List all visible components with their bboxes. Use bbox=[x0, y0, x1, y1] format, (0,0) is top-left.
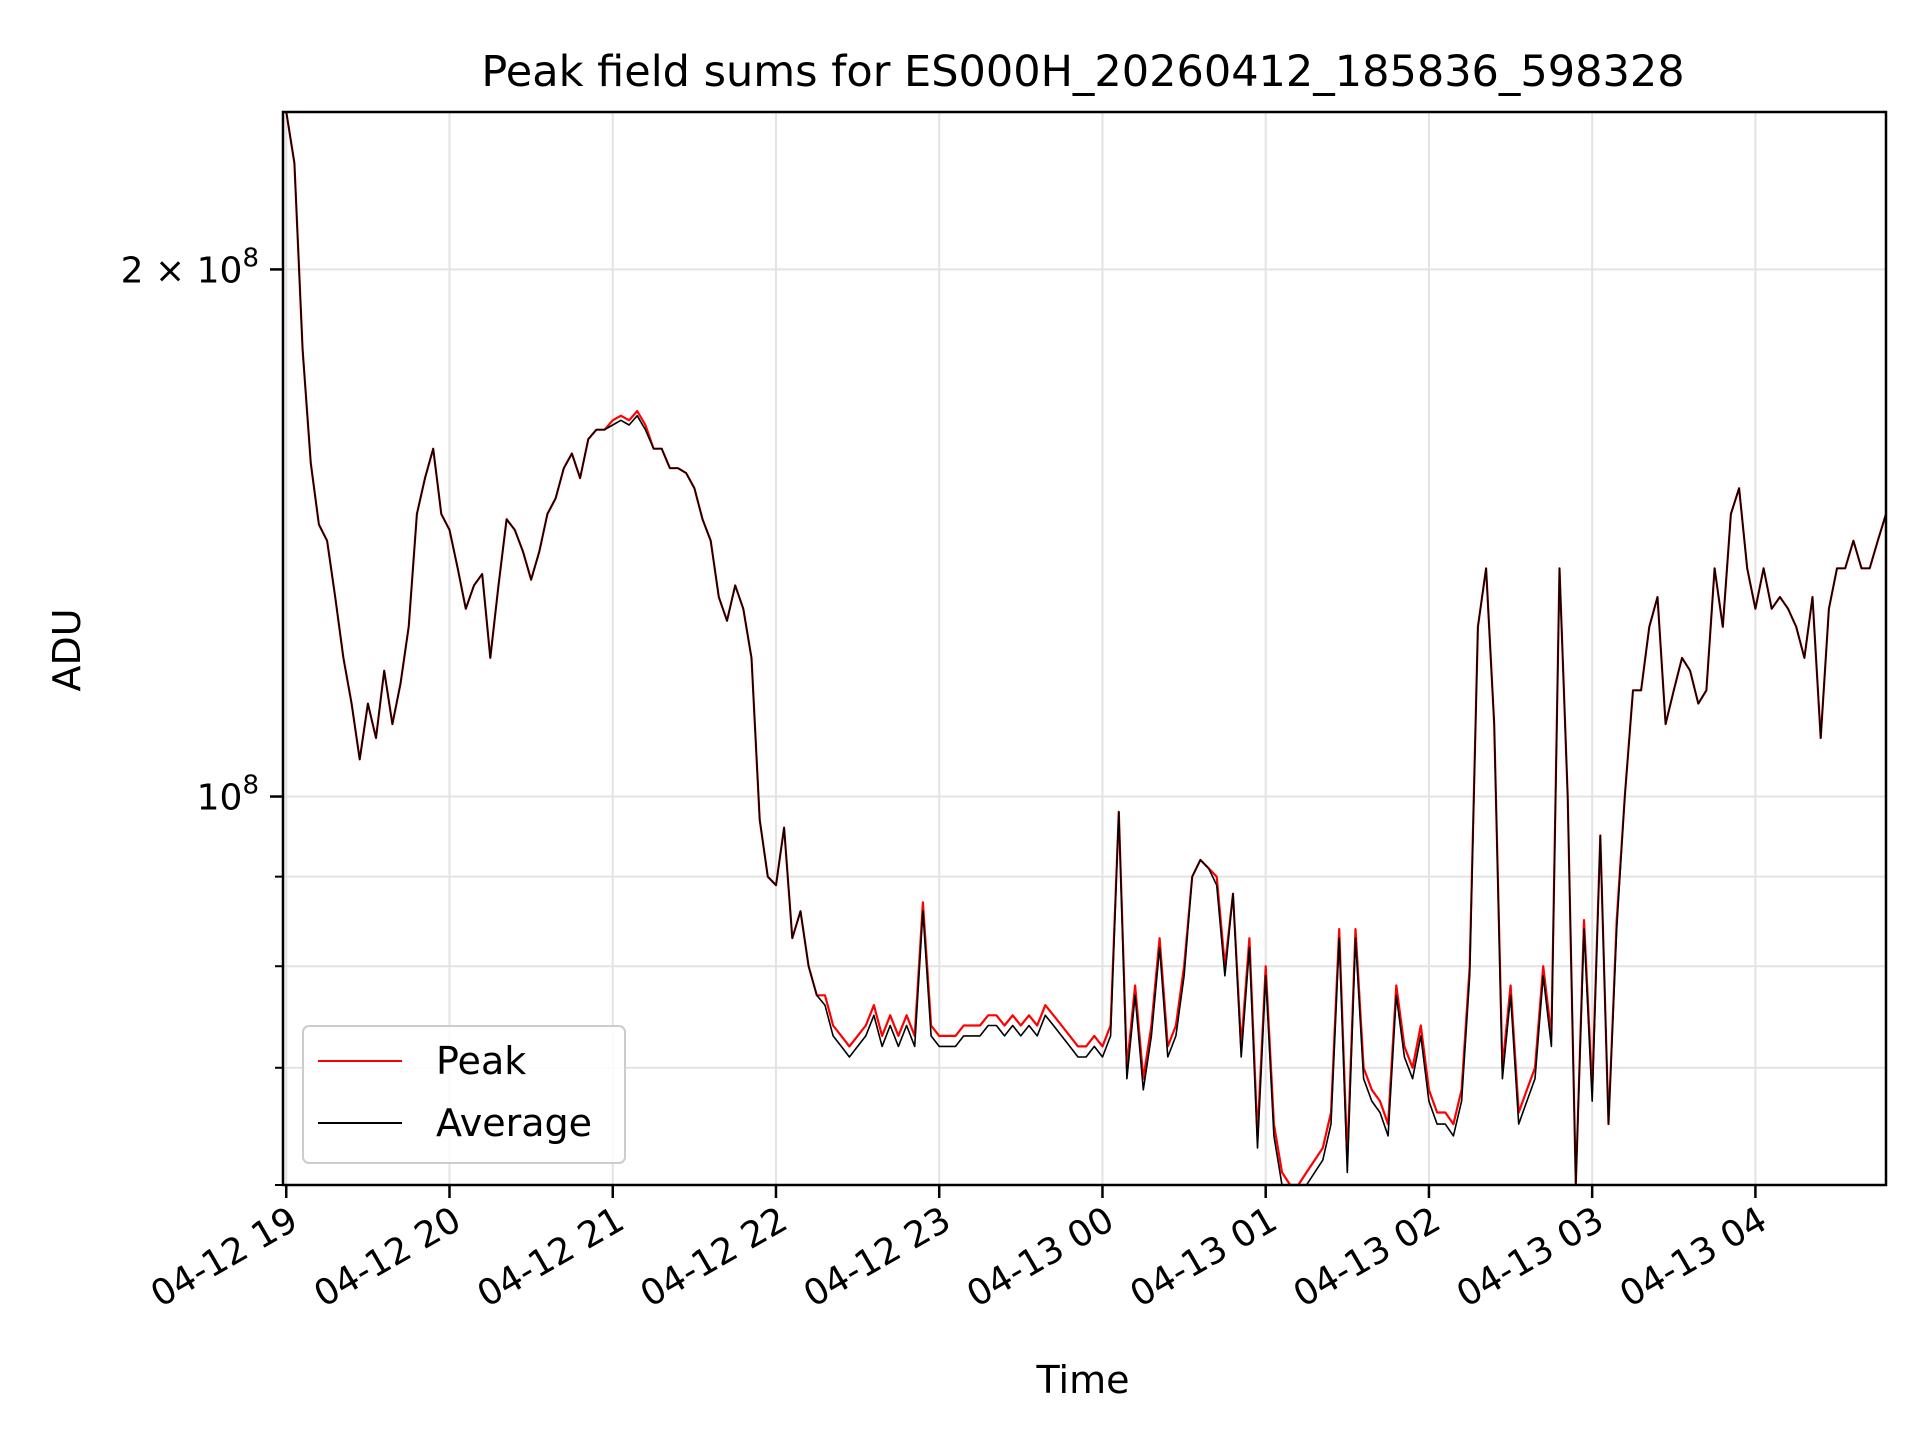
legend: Peak Average bbox=[302, 1025, 626, 1164]
x-tick-label: 04-12 19 bbox=[144, 1199, 305, 1315]
legend-label-average: Average bbox=[436, 1101, 592, 1145]
series-line-average bbox=[285, 111, 1887, 1186]
y-axis-ticks: 108 2 × 108 bbox=[121, 243, 283, 1186]
x-tick-label: 04-12 20 bbox=[307, 1199, 468, 1315]
x-axis-label: Time bbox=[1036, 1358, 1130, 1402]
x-tick-label: 04-12 23 bbox=[797, 1199, 958, 1315]
y-tick-label: 2 × 108 bbox=[121, 243, 259, 291]
x-tick-label: 04-13 03 bbox=[1450, 1199, 1611, 1315]
y-tick-label: 108 bbox=[197, 771, 259, 819]
y-axis-label: ADU bbox=[45, 608, 89, 691]
x-tick-label: 04-12 22 bbox=[634, 1199, 795, 1315]
x-tick-label: 04-13 04 bbox=[1613, 1199, 1774, 1315]
x-tick-label: 04-13 01 bbox=[1124, 1199, 1285, 1315]
x-tick-label: 04-12 21 bbox=[471, 1199, 632, 1315]
x-axis-ticks: 04-12 19 04-12 20 04-12 21 04-12 22 04-12 23… bbox=[144, 1185, 1774, 1316]
x-tick-label: 04-13 02 bbox=[1287, 1199, 1448, 1315]
x-tick-label: 04-13 00 bbox=[960, 1199, 1121, 1315]
legend-label-peak: Peak bbox=[436, 1039, 526, 1083]
data-series bbox=[285, 111, 1888, 1187]
plot-area-frame bbox=[281, 110, 1888, 1187]
chart-title: Peak field sums for ES000H_20260412_1858… bbox=[481, 47, 1684, 97]
